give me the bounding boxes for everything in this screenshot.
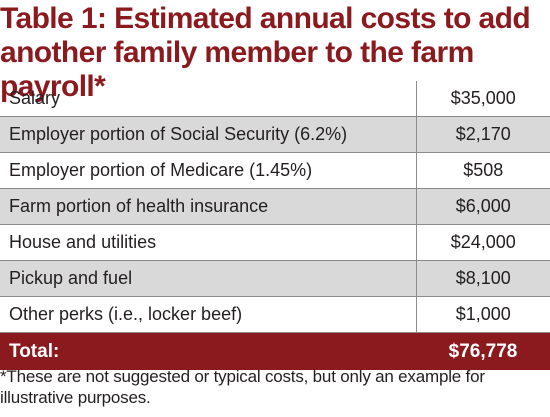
row-item-label: Salary [0, 81, 417, 117]
row-item-label: Employer portion of Medicare (1.45%) [0, 152, 417, 189]
footnote: *These are not suggested or typical cost… [0, 367, 485, 407]
table-row: Employer portion of Social Security (6.2… [0, 116, 550, 153]
row-item-label: House and utilities [0, 224, 417, 261]
row-amount: $1,000 [416, 296, 550, 333]
table-row: Salary $35,000 [0, 81, 550, 117]
cost-table: Salary $35,000 Employer portion of Socia… [0, 81, 550, 370]
total-label: Total: [0, 332, 416, 370]
table-row: Other perks (i.e., locker beef) $1,000 [0, 296, 550, 333]
row-item-label: Pickup and fuel [0, 260, 417, 297]
row-amount: $8,100 [416, 260, 550, 297]
table-row: Farm portion of health insurance $6,000 [0, 188, 550, 225]
total-amount: $76,778 [416, 332, 550, 370]
table-row: House and utilities $24,000 [0, 224, 550, 261]
row-item-label: Employer portion of Social Security (6.2… [0, 116, 417, 153]
table-title: Table 1: Estimated annual costs to add a… [0, 2, 531, 103]
table-row: Employer portion of Medicare (1.45%) $50… [0, 152, 550, 189]
row-amount: $508 [416, 152, 550, 189]
row-amount: $24,000 [416, 224, 550, 261]
row-amount: $2,170 [416, 116, 550, 153]
row-amount: $6,000 [416, 188, 550, 225]
total-row: Total: $76,778 [0, 332, 550, 370]
row-item-label: Other perks (i.e., locker beef) [0, 296, 417, 333]
table-row: Pickup and fuel $8,100 [0, 260, 550, 297]
row-item-label: Farm portion of health insurance [0, 188, 417, 225]
row-amount: $35,000 [416, 81, 550, 117]
